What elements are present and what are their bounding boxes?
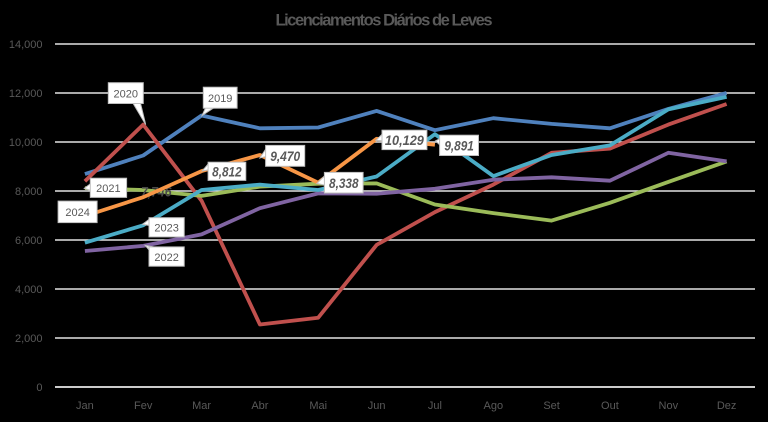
svg-text:2,000: 2,000 <box>15 333 43 345</box>
svg-text:2023: 2023 <box>154 223 178 235</box>
svg-text:14,000: 14,000 <box>9 39 43 51</box>
svg-text:0: 0 <box>36 382 42 394</box>
svg-text:4,000: 4,000 <box>15 284 43 296</box>
svg-text:9,891: 9,891 <box>444 139 474 154</box>
svg-text:2021: 2021 <box>96 183 120 195</box>
svg-text:2020: 2020 <box>114 89 138 101</box>
svg-text:2019: 2019 <box>208 93 232 105</box>
svg-text:9,470: 9,470 <box>270 149 300 164</box>
svg-text:Jul: Jul <box>428 400 442 412</box>
svg-text:10,000: 10,000 <box>9 137 43 149</box>
svg-text:Licenciamentos Diários de Leve: Licenciamentos Diários de Leves <box>276 12 493 30</box>
svg-text:Mai: Mai <box>309 400 327 412</box>
svg-text:Out: Out <box>601 400 619 412</box>
svg-text:Mar: Mar <box>192 400 211 412</box>
svg-text:Ago: Ago <box>484 400 504 412</box>
svg-text:10,129: 10,129 <box>385 133 425 148</box>
svg-text:Set: Set <box>543 400 560 412</box>
svg-text:8,338: 8,338 <box>329 176 359 191</box>
svg-text:Jan: Jan <box>76 400 94 412</box>
svg-text:6,000: 6,000 <box>15 235 43 247</box>
svg-text:2024: 2024 <box>65 207 89 219</box>
svg-text:8,000: 8,000 <box>15 186 43 198</box>
svg-text:8,812: 8,812 <box>212 165 242 180</box>
svg-text:Abr: Abr <box>251 400 268 412</box>
svg-text:2022: 2022 <box>154 252 178 264</box>
svg-text:Dez: Dez <box>717 400 737 412</box>
svg-text:Fev: Fev <box>134 400 153 412</box>
svg-text:Nov: Nov <box>659 400 679 412</box>
svg-text:12,000: 12,000 <box>9 88 43 100</box>
svg-text:Jun: Jun <box>368 400 386 412</box>
